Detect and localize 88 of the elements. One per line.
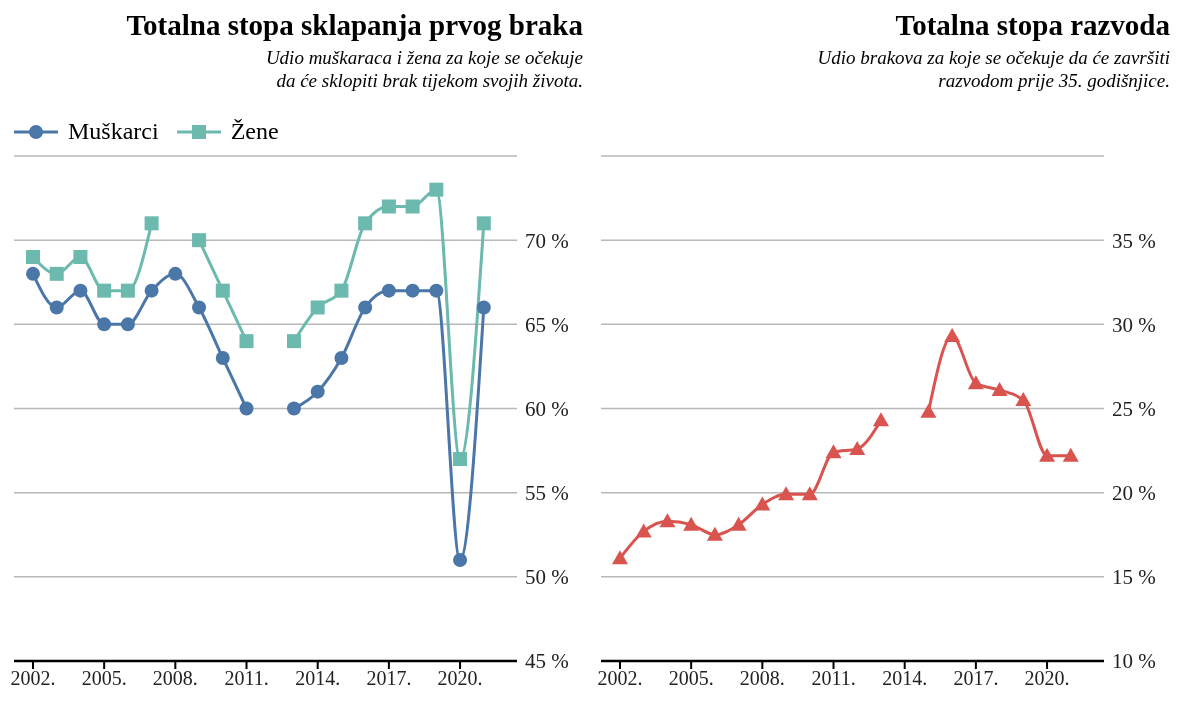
point (849, 440, 866, 455)
point (453, 452, 468, 466)
point (872, 412, 889, 427)
x-tick-label: 2011. (811, 667, 856, 690)
x-tick-label: 2005. (81, 667, 127, 690)
point (73, 283, 88, 298)
point (73, 250, 88, 264)
point (405, 283, 420, 298)
point (405, 199, 420, 214)
point (286, 401, 301, 416)
point (286, 334, 301, 349)
y-tick-label: 60 % (525, 396, 569, 421)
point (49, 266, 64, 281)
point (453, 553, 468, 567)
point (310, 300, 325, 315)
x-tick-label: 2008. (152, 667, 198, 690)
x-tick-label: 2005. (668, 667, 714, 690)
point (215, 283, 230, 298)
x-tick-label: 2002. (10, 667, 56, 690)
point (310, 384, 325, 399)
point (239, 334, 254, 349)
y-tick-label: 30 % (1112, 312, 1156, 337)
point (659, 513, 676, 528)
y-tick-label: 35 % (1112, 228, 1156, 253)
y-tick-label: 50 % (525, 565, 569, 590)
point (429, 182, 444, 197)
point (334, 351, 349, 365)
point (25, 266, 40, 281)
legend-label: Žene (230, 118, 279, 145)
y-tick-label: 20 % (1112, 481, 1156, 506)
point (476, 300, 491, 315)
point (730, 516, 747, 531)
y-tick-label: 15 % (1112, 565, 1156, 590)
chart-title: Totalna stopa sklapanja prvog braka (125, 8, 583, 42)
point (215, 351, 230, 365)
y-tick-label: 70 % (525, 228, 569, 253)
point (1039, 447, 1056, 462)
point (635, 523, 652, 538)
point (429, 283, 444, 298)
y-tick-label: 25 % (1112, 396, 1156, 421)
point (683, 516, 700, 531)
point (381, 283, 396, 298)
point (944, 328, 961, 343)
x-tick-label: 2011. (224, 667, 269, 690)
chart-subtitle: Udio muškaraca i žena za koje se očekuje da će sklopiti brak tijekom svojih života. (264, 46, 583, 92)
x-tick-label: 2014. (882, 667, 928, 690)
point (825, 444, 842, 459)
x-tick-label: 2020. (1024, 667, 1070, 690)
x-tick-label: 2020. (437, 667, 483, 690)
point (476, 216, 491, 231)
point (920, 403, 937, 418)
point (144, 216, 159, 231)
point (120, 317, 135, 332)
point (801, 486, 818, 501)
point (192, 300, 207, 315)
point (192, 233, 207, 248)
y-tick-label: 45 % (525, 649, 569, 674)
y-tick-label: 65 % (525, 312, 569, 337)
point (49, 300, 64, 315)
point (754, 496, 771, 511)
chart-title: Totalna stopa razvoda (894, 8, 1170, 42)
point (358, 216, 373, 231)
x-tick-label: 2017. (953, 667, 999, 690)
point (97, 283, 112, 298)
y-tick-label: 10 % (1112, 649, 1156, 674)
point (168, 266, 183, 281)
x-tick-label: 2002. (597, 667, 643, 690)
point (334, 283, 349, 298)
point (706, 526, 723, 541)
legend-label: Muškarci (68, 118, 159, 145)
point (239, 401, 254, 416)
point (1015, 392, 1032, 407)
point (991, 381, 1008, 396)
point (381, 199, 396, 214)
point (144, 283, 159, 298)
point (1062, 447, 1079, 462)
point (358, 300, 373, 315)
x-tick-label: 2008. (739, 667, 785, 690)
y-tick-label: 55 % (525, 481, 569, 506)
point (97, 317, 112, 332)
chart-subtitle: Udio brakova za koje se očekuje da će završiti razvodom prije 35. godišnjice. (816, 46, 1170, 92)
point (120, 283, 135, 298)
x-tick-label: 2014. (295, 667, 341, 690)
point (967, 375, 984, 390)
point (611, 550, 628, 565)
point (25, 250, 40, 264)
x-tick-label: 2017. (366, 667, 412, 690)
point (778, 486, 795, 501)
